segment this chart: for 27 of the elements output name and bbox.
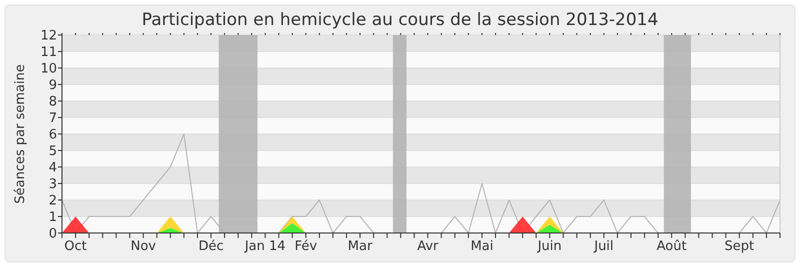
y-tick-label: 6 xyxy=(48,128,57,143)
y-tick-label: 11 xyxy=(40,45,57,60)
y-tick-label: 10 xyxy=(40,62,57,77)
y-tick-label: 3 xyxy=(48,177,57,192)
x-tick-label: Juin xyxy=(536,239,562,254)
x-tick-label: Fév xyxy=(294,239,318,254)
y-tick-label: 8 xyxy=(48,94,57,110)
x-tick-label: Nov xyxy=(130,239,156,254)
x-tick-label: Oct xyxy=(64,239,87,254)
x-tick-label: Jan 14 xyxy=(244,239,286,254)
y-tick-label: 12 xyxy=(40,28,57,44)
y-tick-label: 2 xyxy=(48,194,57,209)
y-tick-label: 5 xyxy=(48,144,57,160)
x-tick-label: Avr xyxy=(417,239,440,254)
y-tick-label: 9 xyxy=(48,78,57,94)
x-tick-label: Mai xyxy=(470,239,494,254)
x-tick-label: Mar xyxy=(348,239,373,254)
x-tick-label: Juil xyxy=(593,239,614,254)
y-tick-label: 7 xyxy=(48,111,57,126)
y-tick-label: 4 xyxy=(48,160,57,176)
x-tick-label: Août xyxy=(656,239,687,254)
y-tick-label: 1 xyxy=(48,210,57,226)
y-axis-title: Séances par semaine xyxy=(13,64,28,204)
y-tick-label: 0 xyxy=(48,226,57,242)
chart-title: Participation en hemicycle au cours de la session 2013-2014 xyxy=(142,10,658,30)
x-tick-label: Sept xyxy=(724,239,754,254)
x-tick-label: Déc xyxy=(198,239,224,254)
